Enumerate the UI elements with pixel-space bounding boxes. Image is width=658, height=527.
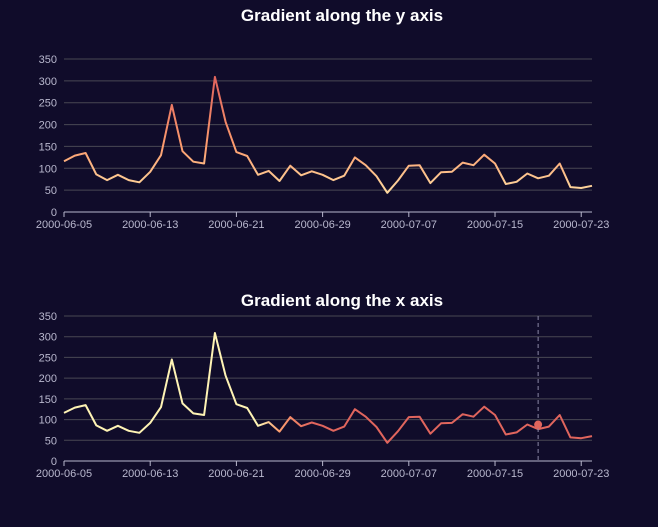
chart-1: Gradient along the y axis 0 50 100 150 200 250… — [36, 6, 610, 231]
x-tick-label: 2000-06-13 — [122, 468, 178, 480]
y-tick-label: 250 — [39, 98, 57, 110]
y-tick-label: 0 — [51, 456, 57, 468]
x-tick-label: 2000-06-29 — [294, 219, 350, 231]
x-tick-label: 2000-06-29 — [294, 468, 350, 480]
y-tick-label: 350 — [39, 54, 57, 66]
x-tick-label: 2000-07-07 — [381, 219, 437, 231]
x-tick-label: 2000-06-21 — [208, 468, 264, 480]
y-tick-label: 200 — [39, 120, 57, 132]
y-tick-label: 100 — [39, 163, 57, 175]
y-tick-label: 150 — [39, 141, 57, 153]
y-tick-label: 350 — [39, 311, 57, 323]
x-tick-label: 2000-06-13 — [122, 219, 178, 231]
x-tick-label: 2000-07-23 — [553, 219, 609, 231]
x-tick-label: 2000-07-23 — [553, 468, 609, 480]
chart-2: Gradient along the x axis 0 50 100 150 200 250… — [36, 291, 610, 480]
x-tick-label: 2000-06-21 — [208, 219, 264, 231]
chart-title: Gradient along the x axis — [241, 291, 443, 310]
series-line[interactable] — [63, 75, 593, 194]
y-tick-label: 50 — [45, 435, 57, 447]
chart-title: Gradient along the y axis — [241, 6, 443, 25]
x-tick-label: 2000-07-15 — [467, 219, 523, 231]
y-tick-label: 250 — [39, 352, 57, 364]
y-tick-label: 300 — [39, 332, 57, 344]
y-tick-label: 50 — [45, 185, 57, 197]
hover-point[interactable] — [534, 420, 543, 429]
y-tick-label: 150 — [39, 394, 57, 406]
x-tick-label: 2000-06-05 — [36, 219, 92, 231]
series-line[interactable] — [63, 332, 593, 444]
y-tick-label: 300 — [39, 76, 57, 88]
y-tick-label: 0 — [51, 207, 57, 219]
x-tick-label: 2000-07-15 — [467, 468, 523, 480]
x-tick-label: 2000-07-07 — [381, 468, 437, 480]
y-tick-label: 100 — [39, 415, 57, 427]
y-tick-label: 200 — [39, 373, 57, 385]
x-tick-label: 2000-06-05 — [36, 468, 92, 480]
